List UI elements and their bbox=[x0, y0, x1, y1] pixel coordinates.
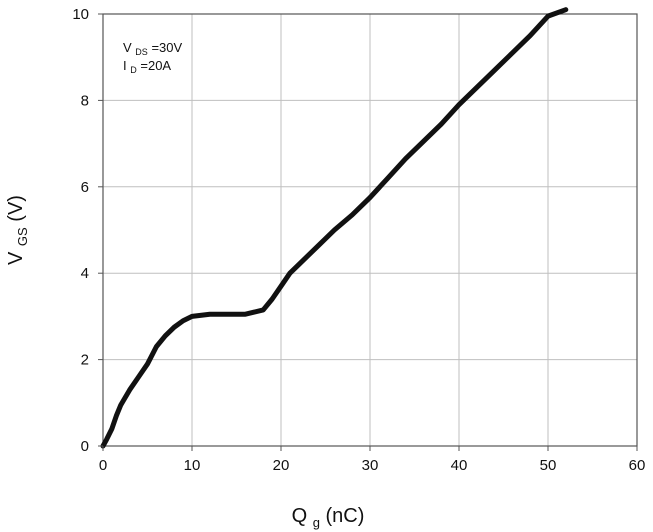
annotation-id-main: I bbox=[123, 58, 127, 73]
y-axis-title-main: V bbox=[5, 251, 27, 265]
y-tick-label-10: 10 bbox=[72, 6, 89, 23]
annotation-id-sub: D bbox=[130, 65, 137, 75]
x-axis-title: Q g (nC) bbox=[292, 505, 365, 532]
series-layer bbox=[100, 7, 569, 449]
y-axis-title-suffix: (V) bbox=[5, 195, 27, 222]
y-axis-title-sub: GS bbox=[15, 227, 30, 246]
x-tick-label-50: 50 bbox=[540, 457, 557, 474]
x-axis-title-sub: g bbox=[313, 515, 320, 530]
grid-layer bbox=[103, 14, 637, 446]
annotation-line-id: I D =20A bbox=[123, 58, 171, 76]
y-tick-label-2: 2 bbox=[81, 352, 89, 369]
annotation-id-suffix: =20A bbox=[140, 58, 171, 73]
x-axis-title-suffix: (nC) bbox=[326, 505, 365, 527]
x-tick-label-30: 30 bbox=[362, 457, 379, 474]
x-tick-label-10: 10 bbox=[184, 457, 201, 474]
x-tick-label-0: 0 bbox=[99, 457, 107, 474]
annotation-vds-main: V bbox=[123, 40, 132, 55]
annotation-layer: V DS =30V I D =20A bbox=[123, 40, 182, 76]
annotation-vds-suffix: =30V bbox=[151, 40, 182, 55]
x-tick-label-40: 40 bbox=[451, 457, 468, 474]
y-tick-label-4: 4 bbox=[81, 265, 89, 282]
annotation-vds-sub: DS bbox=[135, 47, 148, 57]
y-tick-label-0: 0 bbox=[81, 438, 89, 455]
y-tick-label-8: 8 bbox=[81, 92, 89, 109]
tick-layer: 0 10 20 30 40 50 60 0 2 4 6 8 10 bbox=[72, 6, 645, 474]
label-layer: Q g (nC) V GS (V) bbox=[5, 195, 365, 532]
x-tick-label-60: 60 bbox=[629, 457, 646, 474]
annotation-line-vds: V DS =30V bbox=[123, 40, 182, 58]
x-axis-title-main: Q bbox=[292, 505, 308, 527]
x-tick-label-20: 20 bbox=[273, 457, 290, 474]
y-tick-label-6: 6 bbox=[81, 179, 89, 196]
vgs-series-line bbox=[100, 7, 569, 449]
y-axis-title: V GS (V) bbox=[5, 195, 32, 265]
